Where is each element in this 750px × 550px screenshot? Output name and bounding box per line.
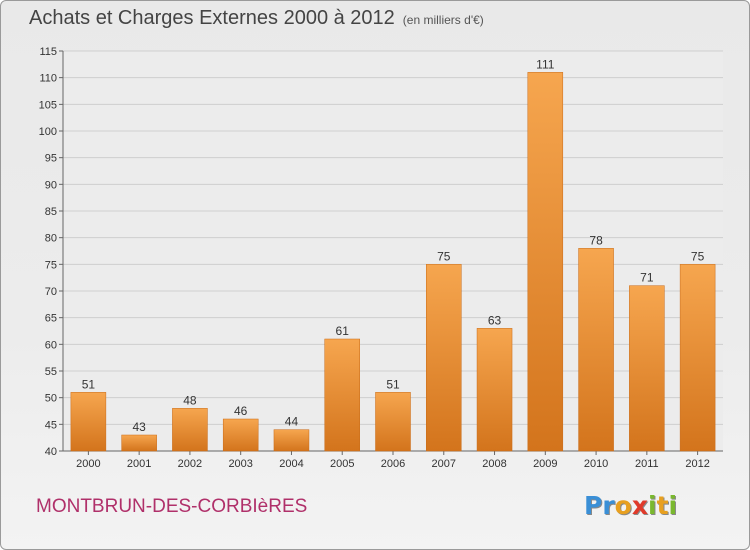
bar-2001: [121, 434, 157, 452]
x-tick-label: 2007: [432, 458, 456, 470]
data-label-2007: 75: [437, 249, 451, 263]
bar-2006: [375, 392, 411, 452]
y-tick-label: 50: [45, 393, 57, 405]
y-tick-label: 90: [45, 179, 57, 191]
x-tick-label: 2004: [279, 458, 303, 470]
y-tick-label: 100: [39, 126, 57, 138]
y-tick-label: 55: [45, 366, 57, 378]
bar-2000: [70, 392, 107, 452]
bar-2007: [426, 264, 462, 452]
bar-2003: [222, 418, 259, 452]
bar-2004: [273, 429, 310, 452]
y-tick-label: 115: [39, 46, 57, 58]
y-tick-label: 80: [45, 233, 57, 245]
data-label-2006: 51: [386, 377, 400, 391]
y-tick-label: 45: [45, 419, 57, 431]
data-label-2008: 63: [488, 313, 502, 327]
data-label-2012: 75: [691, 249, 705, 263]
bar-2005: [324, 338, 360, 452]
y-tick-label: 95: [45, 153, 57, 165]
logo-letter: i: [648, 491, 657, 520]
logo-letter: x: [631, 491, 648, 520]
data-label-2005: 61: [336, 324, 350, 338]
data-label-2011: 71: [640, 271, 654, 285]
logo-letter: r: [602, 491, 615, 520]
data-label-2010: 78: [589, 233, 603, 247]
x-tick-label: 2008: [482, 458, 506, 470]
y-tick-label: 110: [39, 73, 57, 85]
x-tick-label: 2000: [76, 458, 100, 470]
x-tick-label: 2012: [685, 458, 709, 470]
labels: 40 45 50 55 60 65 70 75 80 85 90 95 100 105 110 115 51 20…: [39, 46, 710, 470]
chart-title: Achats et Charges Externes 2000 à 2012 (e…: [29, 7, 484, 30]
bar-2010: [578, 248, 614, 452]
bar-2009: [527, 72, 564, 452]
x-tick-label: 2003: [228, 458, 252, 470]
proxiti-logo: Proxiti: [584, 491, 677, 520]
bar-2012: [679, 264, 716, 452]
logo-letter: P: [584, 491, 603, 520]
logo-letter: o: [614, 491, 632, 520]
bar-2011: [629, 285, 665, 452]
y-tick-label: 75: [45, 259, 57, 271]
logo-letter: t: [656, 491, 669, 520]
data-label-2001: 43: [132, 420, 146, 434]
y-tick-label: 65: [45, 313, 57, 325]
x-tick-label: 2001: [127, 458, 151, 470]
y-tick-label: 85: [45, 206, 57, 218]
bars: [70, 72, 716, 452]
x-tick-label: 2002: [178, 458, 202, 470]
x-tick-label: 2006: [381, 458, 405, 470]
bar-2002: [172, 408, 208, 452]
data-label-2004: 44: [285, 415, 299, 429]
data-label-2002: 48: [183, 393, 197, 407]
x-tick-label: 2010: [584, 458, 608, 470]
data-label-2000: 51: [82, 377, 96, 391]
y-tick-label: 60: [45, 339, 57, 351]
y-tick-label: 105: [39, 99, 57, 111]
chart-subtitle: (en milliers d'€): [402, 13, 484, 27]
bar-2008: [476, 328, 513, 452]
x-tick-label: 2009: [533, 458, 557, 470]
data-label-2009: 111: [536, 57, 555, 71]
data-label-2003: 46: [234, 404, 248, 418]
logo-letter: i: [668, 491, 678, 520]
chart-title-text: Achats et Charges Externes 2000 à 2012: [29, 7, 395, 29]
place-name: MONTBRUN-DES-CORBIèRES: [36, 496, 308, 517]
y-tick-label: 70: [45, 286, 57, 298]
y-tick-label: 40: [45, 446, 57, 458]
x-tick-label: 2005: [330, 458, 354, 470]
x-tick-label: 2011: [635, 458, 659, 470]
